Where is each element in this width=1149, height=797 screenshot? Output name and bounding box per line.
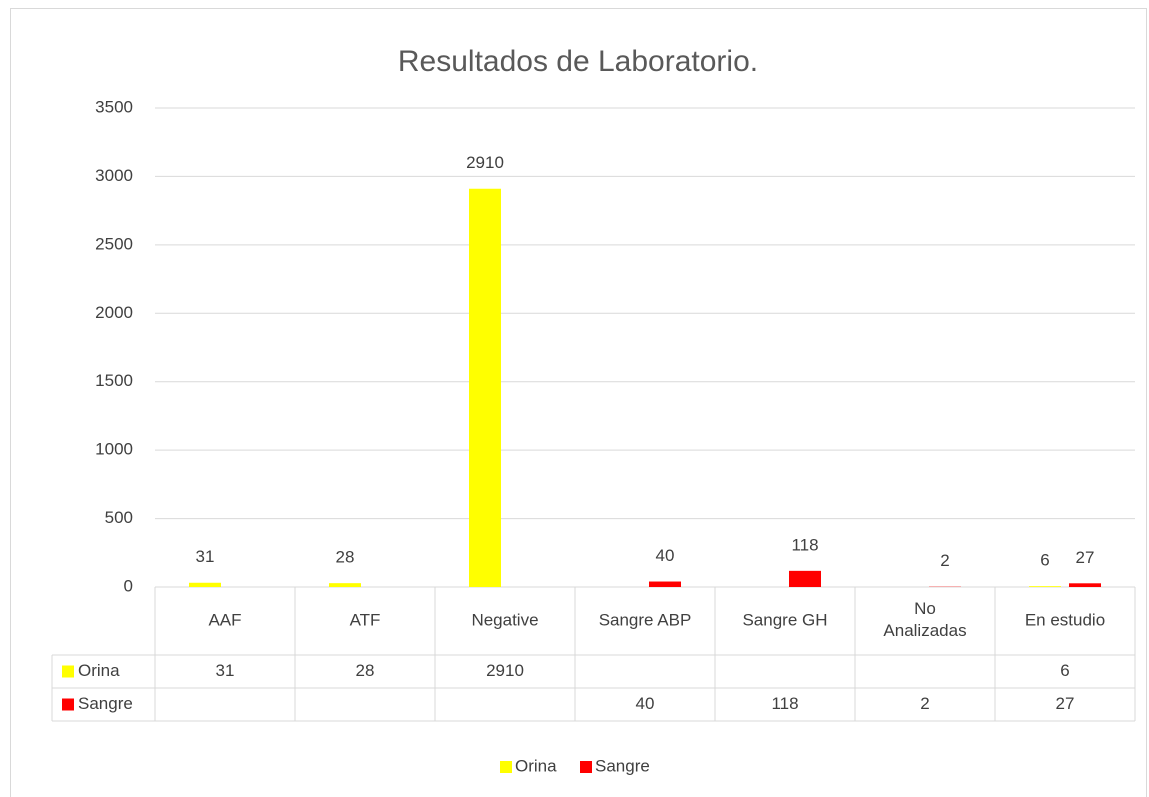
bar <box>789 570 821 587</box>
bar <box>1069 583 1101 587</box>
chart-border <box>10 8 1147 797</box>
y-tick-label: 1000 <box>95 440 133 459</box>
bar <box>329 583 361 587</box>
x-tick-label: Sangre GH <box>742 610 827 629</box>
table-cell: 2910 <box>486 661 524 680</box>
data-label: 31 <box>196 547 215 566</box>
y-tick-label: 500 <box>105 508 133 527</box>
bar <box>1029 586 1061 587</box>
table-cell: 31 <box>216 661 235 680</box>
bar <box>189 582 221 587</box>
table-legend-key <box>62 665 74 678</box>
table-cell: 28 <box>356 661 375 680</box>
legend-key <box>580 761 592 773</box>
x-tick-label: No Analizadas <box>883 599 966 640</box>
chart-title: Resultados de Laboratorio. <box>398 45 758 78</box>
data-label: 27 <box>1076 548 1095 567</box>
data-label: 40 <box>656 546 675 565</box>
legend-label: Orina <box>515 756 557 775</box>
table-cell: 40 <box>636 694 655 713</box>
x-tick-label: Negative <box>471 610 538 629</box>
data-label: 2 <box>940 551 949 570</box>
y-tick-label: 0 <box>124 576 133 595</box>
x-tick-label: Sangre ABP <box>599 610 692 629</box>
table-cell: 118 <box>771 694 798 713</box>
bar <box>649 581 681 587</box>
data-label: 2910 <box>466 153 504 172</box>
x-tick-label: ATF <box>350 610 381 629</box>
table-legend-key <box>62 698 74 711</box>
data-label: 118 <box>791 535 818 554</box>
table-series-name: Orina <box>78 661 120 680</box>
table-cell: 2 <box>920 694 929 713</box>
legend-key <box>500 761 512 773</box>
bar <box>469 188 501 587</box>
table-series-name: Sangre <box>78 694 133 713</box>
table-cell: 6 <box>1060 661 1069 680</box>
x-tick-label: AAF <box>208 610 241 629</box>
data-label: 6 <box>1040 551 1049 570</box>
table-cell: 27 <box>1056 694 1075 713</box>
y-tick-label: 2500 <box>95 234 133 253</box>
x-tick-label: En estudio <box>1025 610 1105 629</box>
data-label: 28 <box>336 548 355 567</box>
legend-label: Sangre <box>595 756 650 775</box>
y-tick-label: 2000 <box>95 303 133 322</box>
y-tick-label: 1500 <box>95 371 133 390</box>
y-tick-label: 3500 <box>95 97 133 116</box>
y-tick-label: 3000 <box>95 166 133 185</box>
